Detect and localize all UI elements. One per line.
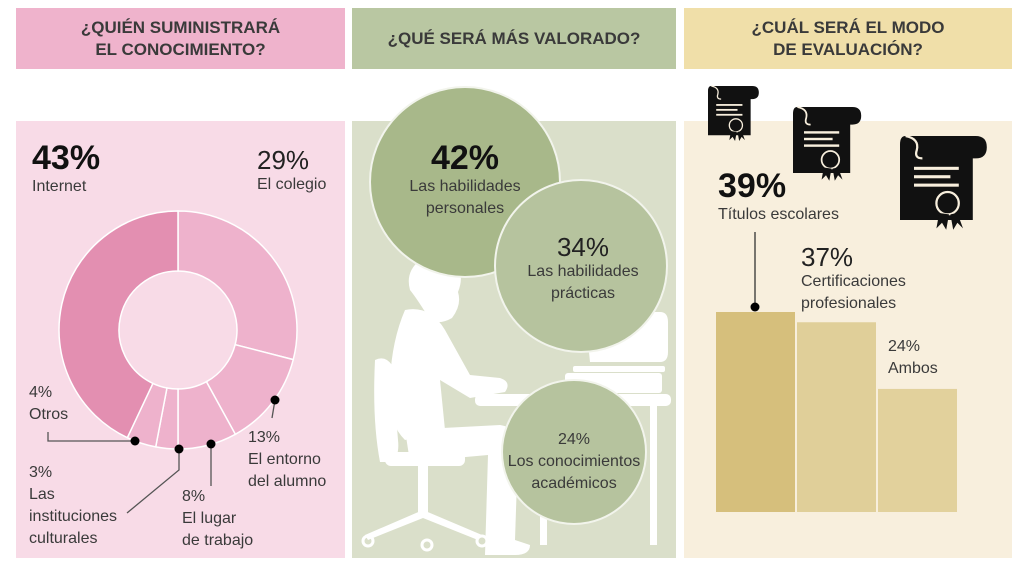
entorno-line2: del alumno: [248, 473, 327, 490]
instituciones-pct: 3%: [29, 464, 53, 481]
label-entorno: 13% El entorno del alumno: [248, 427, 326, 493]
colegio-pct: 29%: [257, 145, 310, 175]
donut-slice: [58, 210, 179, 439]
instituciones-line2: instituciones: [29, 508, 118, 525]
instituciones-line3: culturales: [29, 530, 98, 547]
ambos-label: Ambos: [888, 360, 938, 377]
knowledge-title-line2: EL CONOCIMIENTO?: [95, 39, 266, 59]
valued-title: ¿QUÉ SERÁ MÁS VALORADO?: [387, 28, 641, 48]
diploma-icon-large: [898, 134, 988, 231]
label-practicas: 34% Las habilidades prácticas: [503, 233, 663, 305]
otros-pct: 4%: [29, 384, 53, 401]
bubble-academicos: [501, 379, 647, 525]
instituciones-line1: Las: [29, 486, 55, 503]
lugar-pct: 8%: [182, 488, 206, 505]
certificaciones-line1: Certificaciones: [801, 273, 906, 290]
donut-slice: [177, 210, 298, 361]
entorno-line1: El entorno: [248, 451, 321, 468]
colegio-label: El colegio: [257, 176, 327, 193]
label-certificaciones: 37% Certificaciones profesionales: [801, 243, 906, 315]
leader-otros: [47, 432, 134, 442]
label-instituciones: 3% Las instituciones culturales: [29, 462, 117, 550]
practicas-line2: prácticas: [550, 285, 616, 302]
ambos-pct: 24%: [888, 338, 921, 355]
dot-entorno: [270, 395, 280, 405]
label-otros: 4% Otros: [29, 382, 68, 426]
otros-label: Otros: [29, 406, 69, 423]
evaluation-title-line1: ¿CUÁL SERÁ EL MODO: [751, 17, 945, 37]
personales-line1: Las habilidades: [409, 178, 521, 195]
bar: [716, 312, 795, 512]
bar: [878, 388, 957, 512]
diploma-icon-small: [707, 85, 760, 142]
titulos-label: Títulos escolares: [718, 206, 839, 223]
dot-lugar: [206, 439, 216, 449]
label-internet: 43% Internet: [32, 140, 100, 198]
titulos-pct: 39%: [718, 167, 787, 205]
dot-instituciones: [174, 444, 184, 454]
knowledge-title-line1: ¿QUIÉN SUMINISTRARÁ: [80, 17, 281, 37]
label-colegio: 29% El colegio: [257, 146, 326, 196]
academicos-line1: Los conocimientos: [507, 453, 641, 470]
bubble-practicas: [494, 179, 668, 353]
knowledge-header: ¿QUIÉN SUMINISTRARÁ EL CONOCIMIENTO?: [16, 8, 345, 69]
label-ambos: 24% Ambos: [888, 336, 938, 380]
evaluation-header: ¿CUÁL SERÁ EL MODO DE EVALUACIÓN?: [684, 8, 1012, 69]
certificaciones-line2: profesionales: [801, 295, 897, 312]
personales-pct: 42%: [430, 139, 500, 177]
lugar-line1: El lugar: [182, 510, 237, 527]
academicos-line2: académicos: [531, 475, 617, 492]
internet-label: Internet: [32, 178, 87, 195]
label-academicos: 24% Los conocimientos académicos: [494, 429, 654, 495]
certificaciones-pct: 37%: [801, 242, 854, 272]
leader-instituciones: [126, 449, 180, 514]
lugar-line2: de trabajo: [182, 532, 254, 549]
valued-header: ¿QUÉ SERÁ MÁS VALORADO?: [352, 8, 676, 69]
internet-pct: 43%: [32, 139, 101, 177]
evaluation-title-line2: DE EVALUACIÓN?: [773, 39, 923, 59]
personales-line2: personales: [425, 200, 505, 217]
label-personales: 42% Las habilidades personales: [385, 140, 545, 220]
academicos-pct: 24%: [557, 431, 591, 448]
label-titulos: 39% Títulos escolares: [718, 168, 839, 226]
practicas-line1: Las habilidades: [527, 263, 639, 280]
dot-otros: [130, 436, 140, 446]
practicas-pct: 34%: [556, 232, 610, 262]
label-lugar: 8% El lugar de trabajo: [182, 486, 253, 552]
bar: [797, 322, 876, 512]
entorno-pct: 13%: [248, 429, 281, 446]
